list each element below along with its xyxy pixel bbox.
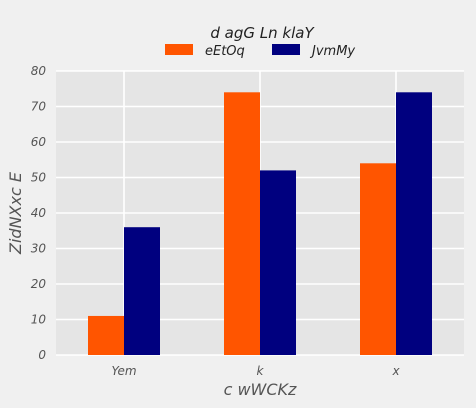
- y-tick-label: 80: [31, 64, 47, 78]
- bar-eetoq-k: [224, 92, 260, 356]
- y-tick-label: 20: [31, 277, 47, 291]
- y-tick-label: 70: [31, 100, 47, 114]
- y-tick-label: 30: [31, 242, 47, 256]
- legend-title: d agG Ln klaY: [210, 24, 315, 42]
- bars-layer: [88, 92, 432, 356]
- bar-eetoq-yem: [88, 315, 124, 355]
- y-axis-label: ZidNXxc E: [6, 171, 25, 255]
- y-tick-label: 40: [31, 206, 47, 220]
- bar-jvmmy-yem: [124, 227, 160, 355]
- legend-swatch-eetoq: [165, 44, 193, 55]
- y-tick-label: 50: [31, 171, 47, 185]
- y-tick-label: 10: [31, 313, 47, 327]
- legend-label-eetoq: eEtOq: [205, 44, 245, 59]
- legend-swatch-jvmmy: [272, 44, 300, 55]
- bar-eetoq-x: [360, 163, 396, 355]
- x-axis-label: c wWCKz: [224, 380, 297, 399]
- y-tick-label: 60: [31, 135, 47, 149]
- legend-label-jvmmy: JvmMy: [309, 44, 355, 59]
- bar-jvmmy-x: [396, 92, 432, 356]
- legend: d agG Ln klaY eEtOq JvmMy: [165, 24, 355, 59]
- ticks-layer: 0 10 20 30 40 50 60 70 80 Yem k x: [31, 64, 401, 378]
- x-tick-label: k: [257, 364, 265, 378]
- y-tick-label: 0: [38, 348, 46, 362]
- x-tick-label: Yem: [111, 364, 136, 378]
- bar-jvmmy-k: [260, 170, 296, 355]
- x-tick-label: x: [391, 364, 400, 378]
